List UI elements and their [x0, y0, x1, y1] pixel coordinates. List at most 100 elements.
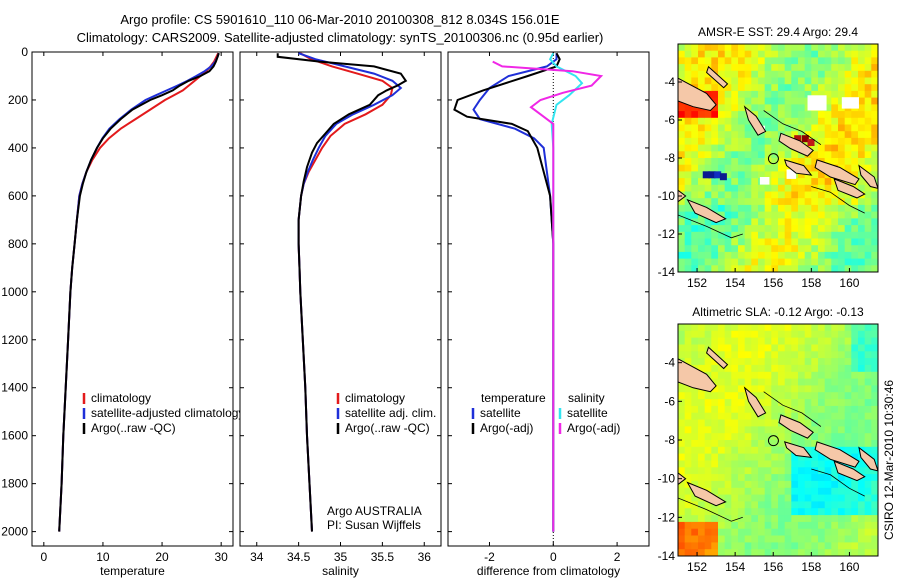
map-cell [778, 426, 786, 434]
map-cell [858, 324, 866, 332]
map-cell [818, 144, 826, 152]
map-cell [818, 171, 826, 179]
map-cell [851, 77, 859, 85]
map-cell [811, 90, 819, 99]
map-cell [698, 111, 706, 119]
map-cell [798, 265, 806, 272]
map-cell [831, 378, 839, 386]
map-cell [724, 419, 732, 427]
map-cell [691, 330, 699, 339]
map-cell [704, 515, 712, 523]
map-cell [811, 371, 819, 380]
map-cell [824, 64, 832, 72]
y-tick-label: -6 [664, 394, 675, 408]
map-cell [864, 501, 872, 509]
map-cell [858, 218, 866, 226]
map-cell [824, 131, 832, 139]
map-cell [684, 535, 692, 543]
map-cell [698, 245, 706, 253]
map-cell [691, 405, 699, 414]
map-cell [764, 251, 772, 260]
map-cell [791, 111, 799, 119]
map-cell [698, 521, 706, 530]
map-cell [871, 171, 878, 179]
map-cell [678, 419, 686, 427]
map-cell [791, 508, 799, 516]
map-cell [804, 474, 812, 482]
temperature-panel: 0 10 20 30020040060080010001200140016001800… [1, 45, 244, 578]
map-cell [751, 521, 759, 530]
map-cell [851, 330, 859, 339]
map-cell [871, 198, 878, 206]
map-cell [831, 385, 839, 393]
map-cell [798, 64, 806, 72]
map-cell [844, 144, 852, 152]
map-cell [778, 474, 786, 482]
map-cell [704, 178, 712, 186]
y-tick-label: 1800 [1, 477, 28, 491]
map-cell [831, 487, 839, 496]
map-cell [844, 412, 852, 421]
map-cell [804, 124, 812, 132]
map-cell [804, 385, 812, 393]
map-cell [818, 111, 826, 119]
map-cell [831, 330, 839, 339]
legend: temperaturesatelliteArgo(-adj)salinitysa… [471, 391, 620, 435]
map-cell [844, 528, 852, 537]
map-cell [784, 144, 792, 152]
map-cell [691, 151, 699, 159]
map-cell [784, 467, 792, 475]
map-cell [718, 535, 726, 543]
map-cell [764, 337, 772, 345]
map-cell [818, 84, 826, 92]
map-cell [818, 251, 826, 260]
map-cell [704, 191, 712, 199]
map-cell [771, 364, 779, 373]
map-cell [824, 137, 832, 146]
map-cell [731, 151, 739, 159]
map-cell [744, 399, 752, 407]
map-cell [684, 171, 692, 179]
map-cell [864, 70, 872, 79]
map-cell [744, 265, 752, 272]
map-cell [751, 344, 759, 352]
map-cell [864, 198, 872, 206]
map-cell [684, 211, 692, 219]
map-cell [804, 501, 812, 509]
map-cell [691, 535, 699, 543]
map-cell [684, 225, 692, 233]
map-cell [844, 344, 852, 352]
map-cell [711, 515, 719, 523]
map-cell [678, 324, 686, 332]
map-cell [838, 225, 846, 233]
map-cell [858, 480, 866, 489]
map-cell [791, 50, 799, 58]
map-cell [771, 412, 779, 421]
map-cell [871, 50, 878, 58]
map-cell [824, 549, 832, 556]
map-cell [804, 446, 812, 455]
map-cell [718, 184, 726, 193]
map-cell [838, 528, 846, 537]
map-cell [738, 164, 746, 172]
map-cell [784, 474, 792, 482]
map-cell [711, 77, 719, 85]
map-cell [751, 57, 759, 65]
map-cell [784, 265, 792, 272]
map-cell [778, 171, 786, 179]
map-cell [731, 494, 739, 502]
map-cell [738, 487, 746, 496]
land-polygon [833, 460, 866, 482]
map-cell [871, 77, 878, 85]
map-cell [698, 446, 706, 455]
map-cell [784, 84, 792, 92]
map-cell [778, 164, 786, 172]
map-cell [804, 158, 812, 166]
map-cell [724, 191, 732, 199]
map-cell [744, 412, 752, 421]
map-cell [684, 385, 692, 393]
map-cell [771, 371, 779, 380]
map-cell [751, 77, 759, 85]
map-cell [818, 351, 826, 359]
map-cell [771, 433, 779, 441]
